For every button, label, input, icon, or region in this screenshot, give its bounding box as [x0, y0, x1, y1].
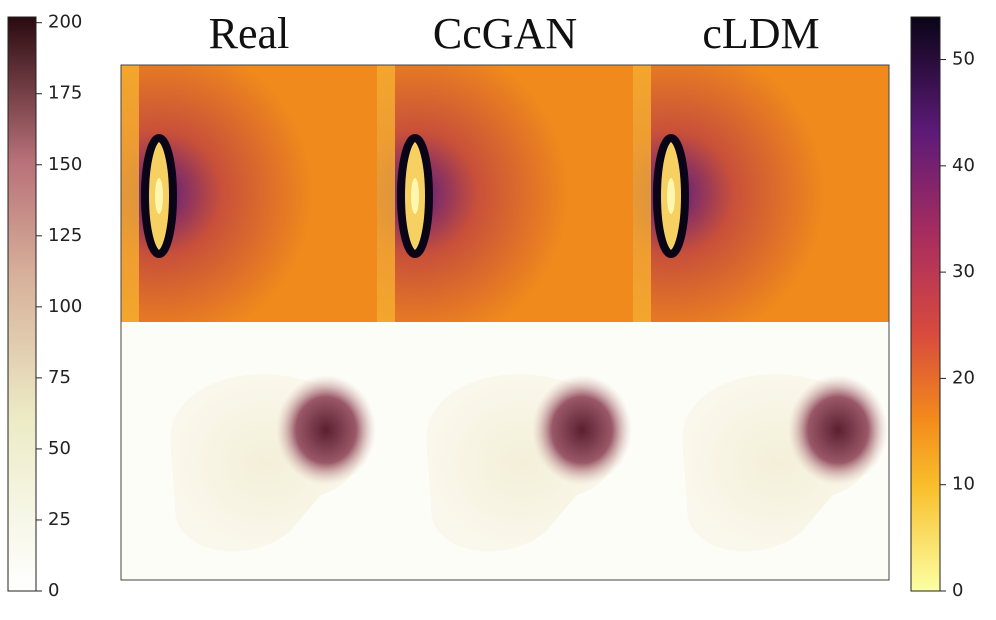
right-colorbar [910, 16, 941, 592]
field-edge [121, 65, 139, 322]
left-colorbar [7, 16, 37, 592]
shock-core [411, 178, 419, 214]
shock-core [667, 178, 675, 214]
tick-label: 50 [48, 438, 71, 459]
column-title: Real [209, 9, 290, 58]
shock-core [155, 178, 163, 214]
field-edge [633, 65, 651, 322]
tick-label: 125 [48, 225, 82, 246]
tick-label: 20 [952, 367, 975, 388]
brain-hot [276, 375, 376, 485]
brain-hot [788, 375, 888, 485]
tick-label: 50 [952, 49, 975, 70]
tick-label: 175 [48, 83, 82, 104]
column-title: cLDM [702, 9, 819, 58]
panel-frame [120, 64, 890, 581]
tick-label: 30 [952, 261, 975, 282]
tick-label: 40 [952, 155, 975, 176]
tick-label: 0 [952, 580, 963, 601]
tick-label: 10 [952, 474, 975, 495]
panels [121, 65, 889, 580]
tick-label: 100 [48, 296, 82, 317]
tick-label: 150 [48, 154, 82, 175]
tick-label: 75 [48, 367, 71, 388]
tick-label: 0 [48, 580, 59, 601]
field-edge [377, 65, 395, 322]
brain-hot [532, 375, 632, 485]
tick-label: 200 [48, 12, 82, 33]
tick-label: 25 [48, 509, 71, 530]
column-title: CcGAN [433, 9, 577, 58]
